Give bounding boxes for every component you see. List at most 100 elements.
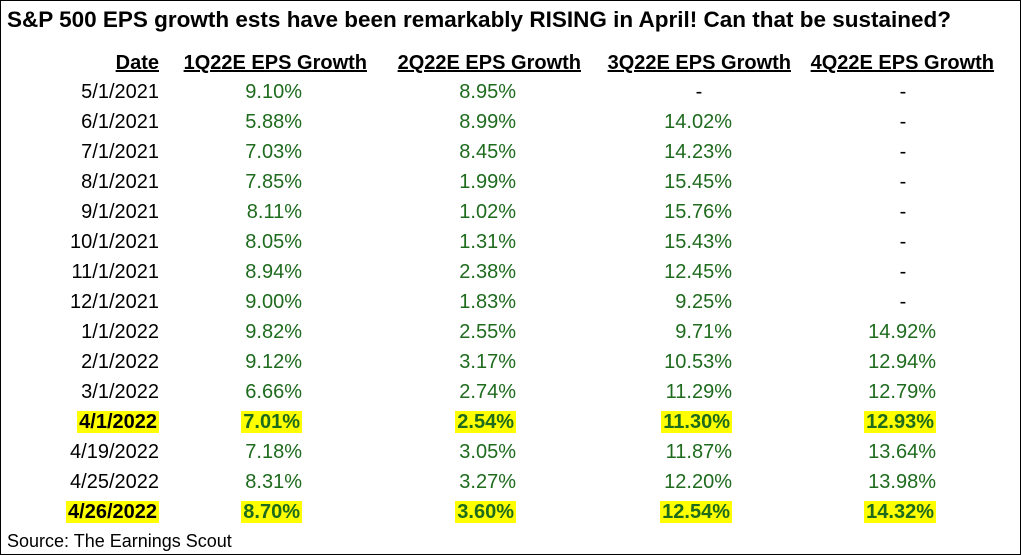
q3-cell: 15.76%: [611, 197, 732, 227]
q3-cell: 9.25%: [611, 287, 732, 317]
table-row: 4/25/2022 8.31% 3.27% 12.20% 13.98%: [1, 467, 1021, 497]
q1-cell: 8.05%: [181, 227, 302, 257]
q4-cell: 14.92%: [815, 317, 936, 347]
q1-cell: 6.66%: [181, 377, 302, 407]
q2-cell-text: 3.05%: [459, 441, 516, 463]
q3-cell-text: 11.30%: [661, 411, 732, 433]
q1-cell-text: 9.10%: [245, 81, 302, 103]
q4-cell-text: 12.79%: [868, 381, 936, 403]
q2-cell: 3.60%: [395, 497, 516, 527]
q2-cell: 2.55%: [395, 317, 516, 347]
q4-cell-text: 14.32%: [864, 501, 936, 523]
date-cell-text: 8/1/2021: [81, 171, 159, 193]
q2-cell-text: 2.55%: [459, 321, 516, 343]
table-row: 1/1/2022 9.82% 2.55% 9.71% 14.92%: [1, 317, 1021, 347]
q1-cell: 8.31%: [181, 467, 302, 497]
q2-cell-text: 3.17%: [459, 351, 516, 373]
date-cell: 4/1/2022: [21, 407, 159, 437]
header-1q22e: 1Q22E EPS Growth: [183, 52, 367, 74]
q1-cell: 9.00%: [181, 287, 302, 317]
date-cell: 4/19/2022: [21, 437, 159, 467]
q4-cell: 12.94%: [815, 347, 936, 377]
date-cell: 2/1/2022: [21, 347, 159, 377]
date-cell: 5/1/2021: [21, 77, 159, 107]
q3-cell: 15.45%: [611, 167, 732, 197]
q3-cell: 11.30%: [611, 407, 732, 437]
q3-cell-text: 14.23%: [664, 141, 732, 163]
table-row: 4/19/2022 7.18% 3.05% 11.87% 13.64%: [1, 437, 1021, 467]
q4-cell-text: 14.92%: [868, 321, 936, 343]
q2-cell-text: 1.83%: [459, 291, 516, 313]
q4-cell-text: 12.94%: [868, 351, 936, 373]
q2-cell: 8.45%: [395, 137, 516, 167]
header-4q22e: 4Q22E EPS Growth: [810, 52, 994, 74]
q2-cell: 2.54%: [395, 407, 516, 437]
q2-cell: 2.38%: [395, 257, 516, 287]
q4-cell: -: [815, 137, 991, 167]
q1-cell: 8.11%: [181, 197, 302, 227]
q1-cell-text: 8.70%: [241, 501, 302, 523]
q2-cell-text: 2.38%: [459, 261, 516, 283]
table-row: 4/26/2022 8.70% 3.60% 12.54% 14.32%: [1, 497, 1021, 527]
q1-cell: 8.94%: [181, 257, 302, 287]
date-cell-text: 4/25/2022: [70, 471, 159, 493]
date-cell-text: 3/1/2022: [81, 381, 159, 403]
header-3q22e: 3Q22E EPS Growth: [607, 52, 791, 74]
q4-cell-text: -: [899, 261, 907, 283]
q1-cell: 9.82%: [181, 317, 302, 347]
q4-cell: -: [815, 107, 991, 137]
q3-cell-text: 15.43%: [664, 231, 732, 253]
date-cell: 6/1/2021: [21, 107, 159, 137]
date-cell: 7/1/2021: [21, 137, 159, 167]
q3-cell: 12.54%: [611, 497, 732, 527]
q4-cell-text: -: [899, 231, 907, 253]
q2-cell: 1.02%: [395, 197, 516, 227]
q2-cell-text: 2.54%: [455, 411, 516, 433]
date-cell-text: 11/1/2021: [71, 261, 160, 283]
table-row: 11/1/2021 8.94% 2.38% 12.45% -: [1, 257, 1021, 287]
source-note: Source: The Earnings Scout: [7, 531, 232, 551]
q4-cell: 13.64%: [815, 437, 936, 467]
q1-cell-text: 9.12%: [245, 351, 302, 373]
q1-cell: 5.88%: [181, 107, 302, 137]
date-cell-text: 10/1/2021: [70, 231, 159, 253]
q1-cell: 9.12%: [181, 347, 302, 377]
q3-cell: 15.43%: [611, 227, 732, 257]
q4-cell: 12.79%: [815, 377, 936, 407]
q3-cell: 14.23%: [611, 137, 732, 167]
header-2q22e: 2Q22E EPS Growth: [397, 52, 581, 74]
q4-cell: 13.98%: [815, 467, 936, 497]
table-row: 2/1/2022 9.12% 3.17% 10.53% 12.94%: [1, 347, 1021, 377]
q4-cell-text: -: [899, 291, 907, 313]
q4-cell-text: 13.98%: [868, 471, 936, 493]
page-title: S&P 500 EPS growth ests have been remark…: [7, 7, 952, 32]
q1-cell-text: 7.85%: [245, 171, 302, 193]
q4-cell: -: [815, 227, 991, 257]
table-row: 9/1/2021 8.11% 1.02% 15.76% -: [1, 197, 1021, 227]
date-cell-text: 4/19/2022: [70, 441, 159, 463]
date-cell: 8/1/2021: [21, 167, 159, 197]
table-row: 6/1/2021 5.88% 8.99% 14.02% -: [1, 107, 1021, 137]
header-date: Date: [115, 52, 159, 74]
q4-cell-text: 13.64%: [868, 441, 936, 463]
q1-cell-text: 7.18%: [245, 441, 302, 463]
q1-cell-text: 7.03%: [245, 141, 302, 163]
table-row: 7/1/2021 7.03% 8.45% 14.23% -: [1, 137, 1021, 167]
q1-cell-text: 7.01%: [241, 411, 302, 433]
q4-cell-text: -: [899, 141, 907, 163]
q3-cell: 9.71%: [611, 317, 732, 347]
date-cell-text: 4/26/2022: [66, 501, 159, 523]
q2-cell-text: 8.95%: [459, 81, 516, 103]
q2-cell-text: 1.99%: [459, 171, 516, 193]
q2-cell-text: 3.60%: [455, 501, 516, 523]
q3-cell-text: 10.53%: [664, 351, 732, 373]
q1-cell-text: 6.66%: [245, 381, 302, 403]
q2-cell: 3.05%: [395, 437, 516, 467]
q4-cell-text: -: [899, 111, 907, 133]
table-row: 5/1/2021 9.10% 8.95% - -: [1, 77, 1021, 107]
date-cell-text: 5/1/2021: [81, 81, 159, 103]
q3-cell: 12.45%: [611, 257, 732, 287]
date-cell-text: 2/1/2022: [81, 351, 159, 373]
q4-cell: -: [815, 167, 991, 197]
